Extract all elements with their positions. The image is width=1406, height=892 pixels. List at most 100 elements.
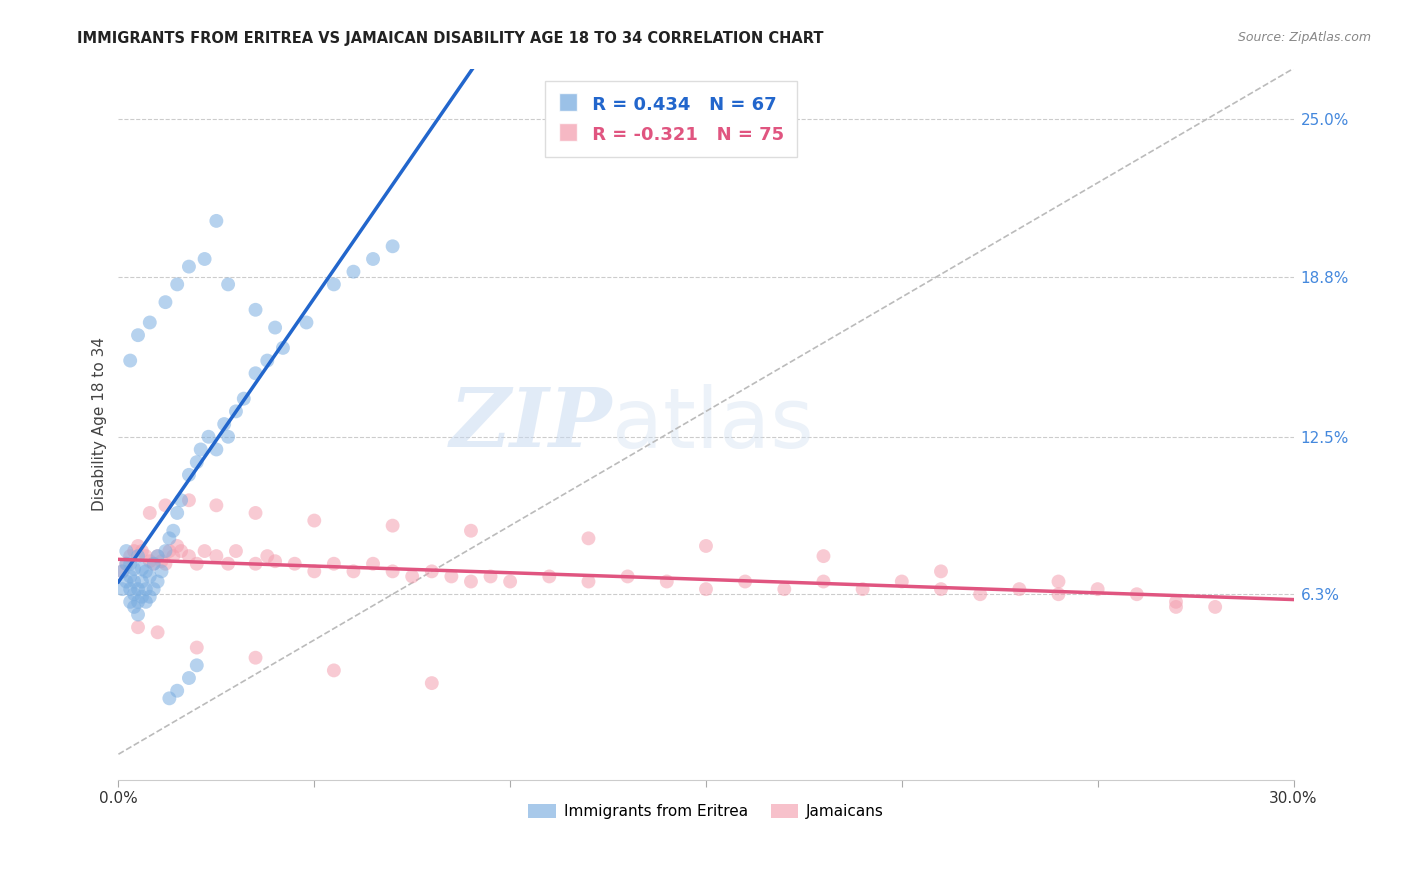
Point: [1164, 595, 1187, 609]
Point: [135, 595, 157, 609]
Point: [734, 574, 756, 589]
Point: [578, 574, 600, 589]
Point: [122, 599, 145, 614]
Point: [695, 582, 717, 596]
Point: [245, 366, 267, 380]
Point: [135, 582, 157, 596]
Point: [264, 320, 287, 334]
Point: [217, 430, 239, 444]
Point: [322, 557, 344, 571]
Point: [420, 676, 443, 690]
Point: [127, 539, 149, 553]
Point: [342, 565, 364, 579]
Point: [1087, 582, 1109, 596]
Point: [217, 277, 239, 292]
Point: [205, 549, 228, 563]
Point: [111, 565, 134, 579]
Point: [217, 557, 239, 571]
Point: [190, 442, 212, 457]
Point: [264, 554, 287, 568]
Point: [205, 442, 228, 457]
Point: [1204, 599, 1226, 614]
Point: [127, 607, 149, 622]
Point: [479, 569, 502, 583]
Point: [177, 467, 200, 482]
Point: [157, 544, 180, 558]
Point: [135, 549, 157, 563]
Point: [304, 514, 326, 528]
Point: [284, 557, 307, 571]
Point: [186, 658, 208, 673]
Point: [127, 549, 149, 563]
Point: [381, 239, 404, 253]
Point: [245, 557, 267, 571]
Point: [139, 569, 162, 583]
Point: [139, 316, 162, 330]
Point: [225, 404, 247, 418]
Point: [157, 532, 180, 546]
Point: [131, 544, 153, 558]
Point: [929, 582, 952, 596]
Point: [115, 574, 138, 589]
Point: [186, 640, 208, 655]
Point: [170, 544, 193, 558]
Point: [361, 252, 384, 266]
Point: [197, 430, 219, 444]
Point: [322, 277, 344, 292]
Text: atlas: atlas: [612, 384, 814, 465]
Point: [111, 582, 134, 596]
Point: [142, 557, 165, 571]
Point: [1126, 587, 1149, 601]
Point: [120, 569, 142, 583]
Point: [813, 574, 835, 589]
Point: [120, 582, 142, 596]
Point: [177, 549, 200, 563]
Point: [177, 493, 200, 508]
Point: [212, 417, 235, 431]
Point: [162, 524, 184, 538]
Point: [460, 574, 482, 589]
Point: [205, 214, 228, 228]
Point: [122, 587, 145, 601]
Point: [969, 587, 991, 601]
Text: ZIP: ZIP: [450, 384, 612, 464]
Point: [245, 650, 267, 665]
Point: [578, 532, 600, 546]
Point: [139, 590, 162, 604]
Point: [271, 341, 294, 355]
Point: [127, 595, 149, 609]
Point: [166, 539, 188, 553]
Point: [155, 499, 177, 513]
Point: [401, 569, 423, 583]
Point: [1164, 599, 1187, 614]
Point: [120, 353, 142, 368]
Text: Source: ZipAtlas.com: Source: ZipAtlas.com: [1237, 31, 1371, 45]
Point: [166, 683, 188, 698]
Point: [139, 506, 162, 520]
Point: [256, 353, 278, 368]
Point: [890, 574, 912, 589]
Point: [381, 565, 404, 579]
Point: [146, 625, 169, 640]
Point: [166, 506, 188, 520]
Point: [127, 328, 149, 343]
Point: [342, 265, 364, 279]
Point: [440, 569, 463, 583]
Point: [127, 582, 149, 596]
Point: [146, 549, 169, 563]
Point: [120, 595, 142, 609]
Point: [142, 557, 165, 571]
Point: [1047, 587, 1070, 601]
Point: [146, 574, 169, 589]
Point: [322, 664, 344, 678]
Point: [186, 455, 208, 469]
Point: [127, 620, 149, 634]
Point: [381, 518, 404, 533]
Point: [122, 544, 145, 558]
Point: [139, 554, 162, 568]
Point: [177, 671, 200, 685]
Point: [245, 506, 267, 520]
Y-axis label: Disability Age 18 to 34: Disability Age 18 to 34: [93, 337, 107, 511]
Point: [150, 554, 173, 568]
Point: [616, 569, 638, 583]
